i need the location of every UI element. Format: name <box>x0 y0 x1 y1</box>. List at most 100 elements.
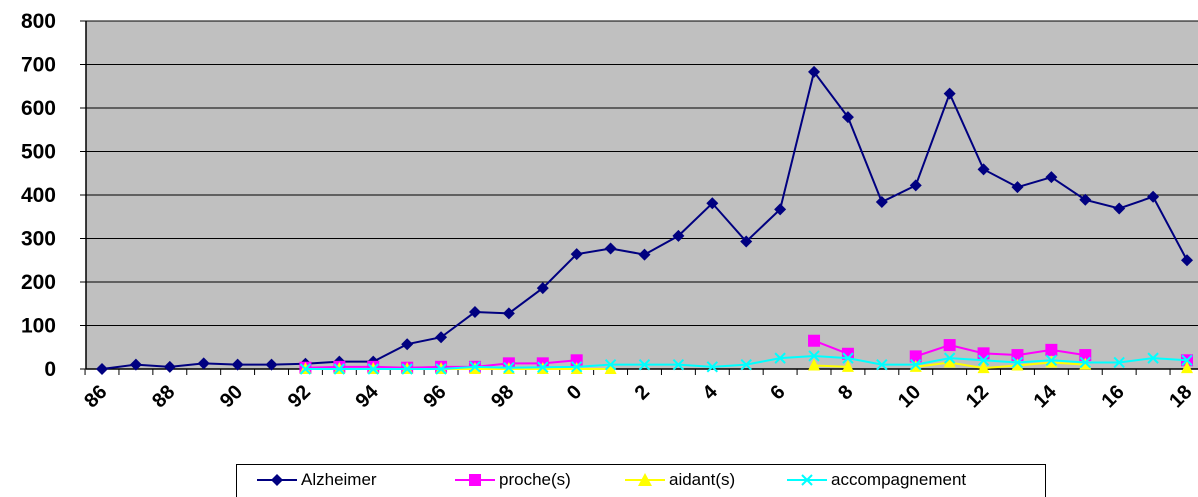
data-point <box>367 363 379 375</box>
data-point <box>706 361 719 373</box>
legend-label-proches: proche(s) <box>499 470 571 489</box>
series-layer <box>96 65 1193 375</box>
x-tick-label: 96 <box>419 381 450 412</box>
data-point <box>841 111 854 124</box>
x-tick-label: 12 <box>962 381 993 412</box>
data-point <box>808 65 821 78</box>
data-point <box>231 358 244 371</box>
series-alzheimer <box>96 65 1193 375</box>
data-point <box>638 248 651 261</box>
data-point <box>1181 361 1193 374</box>
data-point <box>570 361 583 373</box>
data-point <box>1079 193 1092 206</box>
data-point <box>1181 254 1193 267</box>
legend-label-accompagnement: accompagnement <box>831 470 967 489</box>
data-point <box>672 229 685 242</box>
y-tick-label: 0 <box>44 358 56 381</box>
data-point <box>943 355 956 368</box>
legend-swatch-aidants <box>625 473 665 486</box>
data-point <box>604 362 617 374</box>
data-point <box>638 358 651 371</box>
y-tick-label: 300 <box>21 228 56 251</box>
data-point <box>1045 171 1058 184</box>
y-tick-label: 100 <box>21 315 56 338</box>
data-point <box>129 358 142 371</box>
y-tick-label: 600 <box>21 97 56 120</box>
x-tick-label: 14 <box>1030 380 1062 412</box>
y-tick-label: 500 <box>21 141 56 164</box>
x-tick-label: 0 <box>563 381 586 404</box>
y-tick-label: 400 <box>21 184 56 207</box>
data-point <box>808 358 821 371</box>
legend-swatch-proches <box>455 474 495 486</box>
data-point <box>841 359 854 372</box>
data-point <box>435 363 447 375</box>
data-point <box>977 347 990 360</box>
x-tick-label: 10 <box>894 381 925 412</box>
data-point <box>808 334 821 347</box>
data-point <box>876 358 888 371</box>
data-point <box>401 338 414 351</box>
x-tick-label: 4 <box>698 380 722 404</box>
x-tick-label: 6 <box>766 381 789 404</box>
series-line <box>813 364 848 368</box>
legend: Alzheimer proche(s) aidant(s) accompagne… <box>236 464 1046 497</box>
data-point <box>977 163 990 176</box>
y-tick-label: 200 <box>21 271 56 294</box>
data-point <box>1045 343 1058 356</box>
legend-item-aidants: aidant(s) <box>625 470 735 490</box>
data-point <box>1011 358 1024 371</box>
data-point <box>672 358 685 371</box>
x-tick-label: 16 <box>1097 381 1128 412</box>
data-point <box>163 360 176 373</box>
x-axis-ticks: 86 88 90 92 94 96 98 0 2 4 6 8 10 12 14 16 18 <box>80 369 1197 412</box>
data-point <box>875 195 888 208</box>
data-point <box>1045 354 1058 367</box>
data-point <box>503 361 515 374</box>
x-tick-label: 86 <box>80 381 111 412</box>
x-tick-label: 90 <box>216 381 247 412</box>
y-tick-label: 700 <box>21 54 56 77</box>
data-point <box>774 203 787 216</box>
data-point <box>943 352 956 364</box>
data-point <box>96 363 108 375</box>
data-point <box>1113 356 1125 369</box>
data-point <box>604 358 617 371</box>
data-point <box>909 179 922 192</box>
legend-item-accompagnement: accompagnement <box>787 470 966 490</box>
data-point <box>1011 356 1024 369</box>
data-point <box>502 307 515 320</box>
data-point <box>1079 356 1091 369</box>
series-accompagnement <box>299 350 1193 375</box>
data-point <box>1011 181 1024 194</box>
x-tick-label: 2 <box>631 381 654 404</box>
x-tick-label: 94 <box>351 380 383 412</box>
data-point <box>740 358 752 371</box>
x-tick-label: 92 <box>284 381 315 412</box>
data-point <box>570 248 583 261</box>
series-line <box>915 361 1086 370</box>
data-point <box>740 235 753 248</box>
data-point <box>197 357 210 370</box>
data-point <box>977 354 990 367</box>
gridlines <box>86 20 1198 326</box>
data-point <box>299 363 312 375</box>
data-point <box>1181 354 1193 367</box>
data-point <box>469 361 481 373</box>
legend-item-alzheimer: Alzheimer <box>257 470 377 490</box>
data-point <box>909 350 922 363</box>
data-point <box>977 361 990 374</box>
data-point <box>706 197 719 210</box>
data-point <box>468 306 481 319</box>
legend-label-alzheimer: Alzheimer <box>301 470 377 489</box>
data-point <box>1113 202 1126 215</box>
data-point <box>841 347 854 360</box>
legend-swatch-accompagnement <box>787 474 827 486</box>
data-point <box>943 87 956 100</box>
legend-item-proches: proche(s) <box>455 470 571 490</box>
legend-swatch-alzheimer <box>257 474 297 486</box>
legend-label-aidants: aidant(s) <box>669 470 736 489</box>
data-point <box>1147 190 1160 203</box>
data-point <box>265 358 278 371</box>
